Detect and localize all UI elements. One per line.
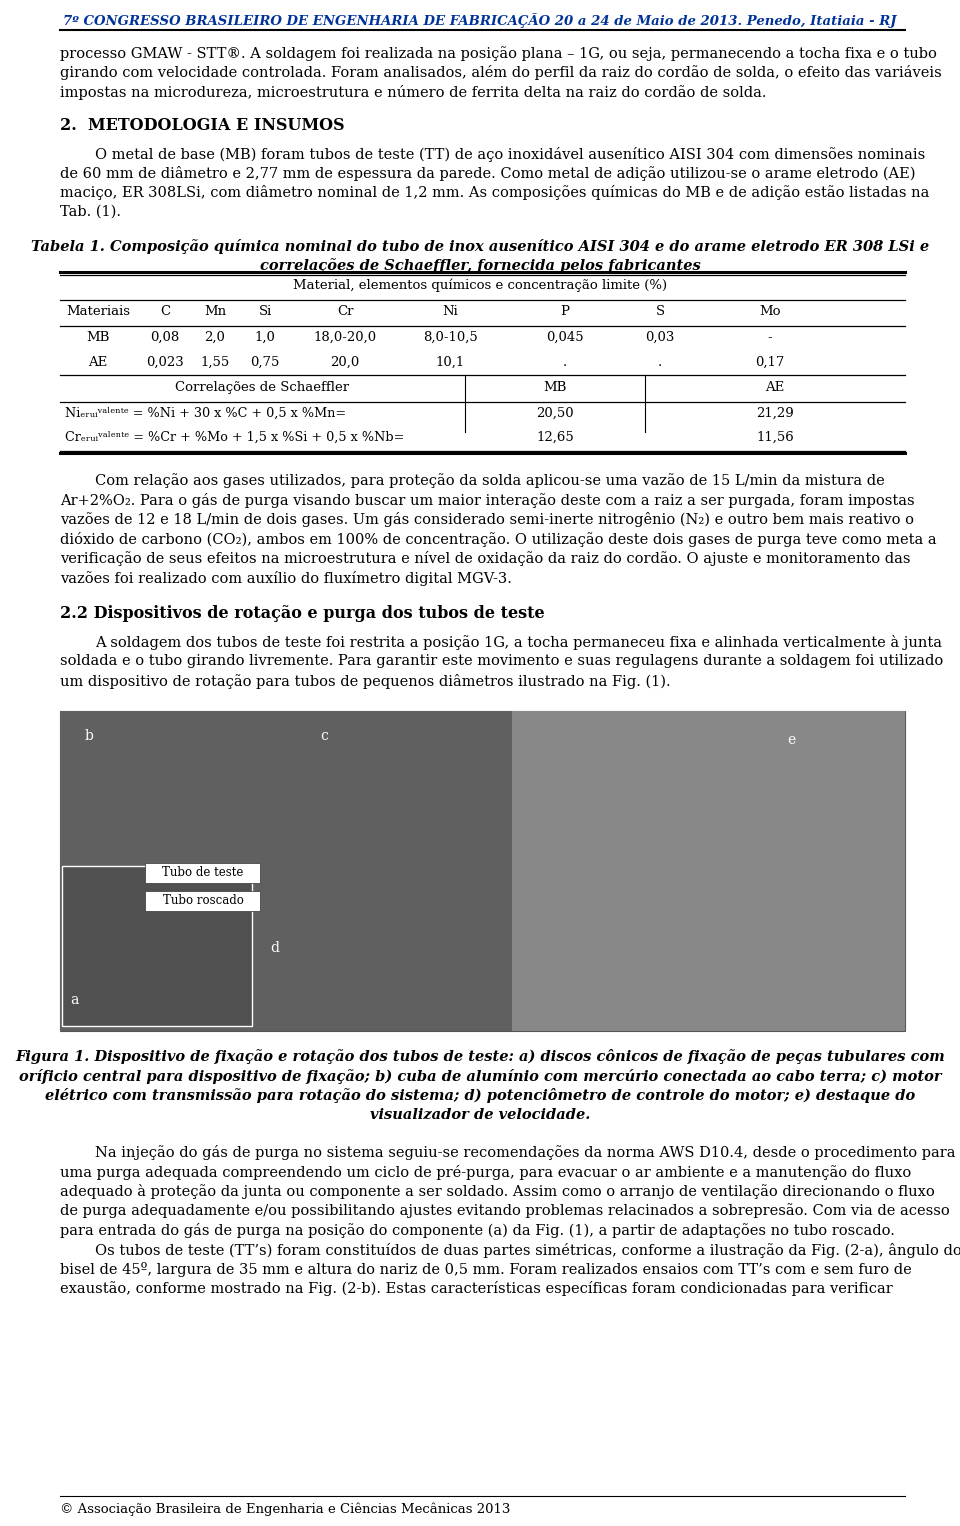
Text: Materiais: Materiais [66, 305, 130, 317]
Text: impostas na microdureza, microestrutura e número de ferrita delta na raiz do cor: impostas na microdureza, microestrutura … [60, 85, 766, 101]
Text: 0,03: 0,03 [645, 331, 675, 343]
Text: 20,0: 20,0 [330, 356, 360, 368]
Text: dióxido de carbono (CO₂), ambos em 100% de concentração. O utilização deste dois: dióxido de carbono (CO₂), ambos em 100% … [60, 533, 937, 546]
Text: Figura 1. Dispositivo de fixação e rotação dos tubos de teste: a) discos cônicos: Figura 1. Dispositivo de fixação e rotaç… [15, 1048, 945, 1064]
Text: um dispositivo de rotação para tubos de pequenos diâmetros ilustrado na Fig. (1): um dispositivo de rotação para tubos de … [60, 673, 671, 688]
Text: 2,0: 2,0 [204, 331, 226, 343]
Text: Ar+2%O₂. Para o gás de purga visando buscar um maior interação deste com a raiz : Ar+2%O₂. Para o gás de purga visando bus… [60, 493, 915, 508]
Text: 0,17: 0,17 [756, 356, 784, 368]
Text: processo GMAW - STT®. A soldagem foi realizada na posição plana – 1G, ou seja, p: processo GMAW - STT®. A soldagem foi rea… [60, 46, 937, 61]
Text: 2.  METODOLOGIA E INSUMOS: 2. METODOLOGIA E INSUMOS [60, 116, 345, 133]
Text: 18,0-20,0: 18,0-20,0 [313, 331, 376, 343]
Text: MB: MB [543, 382, 566, 394]
Bar [62, 865, 252, 1025]
Text: C: C [160, 305, 170, 317]
Text: S: S [656, 305, 664, 317]
Bar [146, 891, 260, 911]
Text: b: b [85, 729, 94, 743]
Text: c: c [320, 729, 328, 743]
Bar [60, 711, 905, 1032]
Text: Os tubos de teste (TT’s) foram constituídos de duas partes simétricas, conforme : Os tubos de teste (TT’s) foram constituí… [95, 1242, 960, 1257]
Text: 11,56: 11,56 [756, 430, 794, 444]
Text: d: d [270, 942, 278, 955]
Bar [512, 711, 905, 1032]
Text: 1,55: 1,55 [201, 356, 229, 368]
Text: correlações de Schaeffler, fornecida pelos fabricantes: correlações de Schaeffler, fornecida pel… [259, 258, 701, 273]
Text: bisel de 45º, largura de 35 mm e altura do nariz de 0,5 mm. Foram realizados ens: bisel de 45º, largura de 35 mm e altura … [60, 1262, 912, 1277]
Text: Tab. (1).: Tab. (1). [60, 204, 121, 220]
Text: 1,0: 1,0 [254, 331, 276, 343]
Text: soldada e o tubo girando livremente. Para garantir este movimento e suas regulag: soldada e o tubo girando livremente. Par… [60, 655, 944, 668]
Text: AE: AE [765, 382, 784, 394]
Text: oríficio central para dispositivo de fixação; b) cuba de alumínio com mercúrio c: oríficio central para dispositivo de fix… [18, 1068, 942, 1083]
Text: Tubo roscado: Tubo roscado [162, 894, 244, 906]
Text: Niₑᵣᵤᵢᵛᵃˡᵉⁿᵗᵉ = %Ni + 30 x %C + 0,5 x %Mn=: Niₑᵣᵤᵢᵛᵃˡᵉⁿᵗᵉ = %Ni + 30 x %C + 0,5 x %M… [65, 406, 347, 420]
Text: Correlações de Schaeffler: Correlações de Schaeffler [176, 382, 349, 394]
Text: .: . [563, 356, 567, 368]
Text: MB: MB [86, 331, 109, 343]
Text: Crₑᵣᵤᵢᵛᵃˡᵉⁿᵗᵉ = %Cr + %Mo + 1,5 x %Si + 0,5 x %Nb=: Crₑᵣᵤᵢᵛᵃˡᵉⁿᵗᵉ = %Cr + %Mo + 1,5 x %Si + … [65, 430, 404, 444]
Text: adequado à proteção da junta ou componente a ser soldado. Assim como o arranjo d: adequado à proteção da junta ou componen… [60, 1184, 935, 1199]
Text: A soldagem dos tubos de teste foi restrita a posição 1G, a tocha permaneceu fixa: A soldagem dos tubos de teste foi restri… [95, 635, 942, 650]
Text: exaustão, conforme mostrado na Fig. (2-b). Estas características específicas for: exaustão, conforme mostrado na Fig. (2-b… [60, 1282, 893, 1297]
Text: AE: AE [88, 356, 108, 368]
Text: elétrico com transmissão para rotação do sistema; d) potenciômetro de controle d: elétrico com transmissão para rotação do… [45, 1088, 915, 1103]
Text: Cr: Cr [337, 305, 353, 317]
Text: uma purga adequada compreendendo um ciclo de pré-purga, para evacuar o ar ambien: uma purga adequada compreendendo um cicl… [60, 1164, 911, 1180]
Text: 0,75: 0,75 [251, 356, 279, 368]
Text: Ni: Ni [443, 305, 458, 317]
Text: 0,045: 0,045 [546, 331, 584, 343]
Text: Material, elementos químicos e concentração limite (%): Material, elementos químicos e concentra… [293, 279, 667, 293]
Text: 2.2 Dispositivos de rotação e purga dos tubos de teste: 2.2 Dispositivos de rotação e purga dos … [60, 604, 544, 621]
Text: P: P [561, 305, 569, 317]
Text: para entrada do gás de purga na posição do componente (a) da Fig. (1), a partir : para entrada do gás de purga na posição … [60, 1222, 895, 1238]
Text: de 60 mm de diâmetro e 2,77 mm de espessura da parede. Como metal de adição util: de 60 mm de diâmetro e 2,77 mm de espess… [60, 166, 916, 182]
Text: 7º CONGRESSO BRASILEIRO DE ENGENHARIA DE FABRICAÇÃO 20 a 24 de Maio de 2013. Pen: 7º CONGRESSO BRASILEIRO DE ENGENHARIA DE… [63, 14, 897, 27]
Text: maciço, ER 308LSi, com diâmetro nominal de 1,2 mm. As composições químicas do MB: maciço, ER 308LSi, com diâmetro nominal … [60, 186, 929, 200]
Text: Na injeção do gás de purga no sistema seguiu-se recomendações da norma AWS D10.4: Na injeção do gás de purga no sistema se… [95, 1144, 955, 1160]
Text: O metal de base (MB) foram tubos de teste (TT) de aço inoxidável ausenítico AISI: O metal de base (MB) foram tubos de test… [95, 146, 925, 162]
Text: 0,08: 0,08 [151, 331, 180, 343]
Text: 21,29: 21,29 [756, 406, 794, 420]
Text: Tubo de teste: Tubo de teste [162, 865, 244, 879]
Text: de purga adequadamente e/ou possibilitando ajustes evitando problemas relacinado: de purga adequadamente e/ou possibilitan… [60, 1204, 949, 1218]
Bar [146, 864, 260, 884]
Text: Com relação aos gases utilizados, para proteção da solda aplicou-se uma vazão de: Com relação aos gases utilizados, para p… [95, 473, 885, 488]
Text: verificação de seus efeitos na microestrutura e nível de oxidação da raiz do cor: verificação de seus efeitos na microestr… [60, 551, 910, 566]
Text: 8,0-10,5: 8,0-10,5 [422, 331, 477, 343]
Text: -: - [768, 331, 772, 343]
Text: Tabela 1. Composição química nominal do tubo de inox ausenítico AISI 304 e do ar: Tabela 1. Composição química nominal do … [31, 238, 929, 253]
Text: © Associação Brasileira de Engenharia e Ciências Mecânicas 2013: © Associação Brasileira de Engenharia e … [60, 1502, 511, 1515]
Bar [60, 711, 512, 1032]
Text: 0,023: 0,023 [146, 356, 184, 368]
Text: a: a [70, 993, 79, 1007]
Text: Mo: Mo [759, 305, 780, 317]
Text: 12,65: 12,65 [536, 430, 574, 444]
Text: e: e [787, 732, 796, 748]
Text: vazões de 12 e 18 L/min de dois gases. Um gás considerado semi-inerte nitrogênio: vazões de 12 e 18 L/min de dois gases. U… [60, 513, 914, 528]
Text: visualizador de velocidade.: visualizador de velocidade. [370, 1108, 590, 1122]
Text: 10,1: 10,1 [436, 356, 465, 368]
Text: girando com velocidade controlada. Foram analisados, além do perfil da raiz do c: girando com velocidade controlada. Foram… [60, 66, 942, 81]
Text: Mn: Mn [204, 305, 226, 317]
Text: vazões foi realizado com auxílio do fluxímetro digital MGV-3.: vazões foi realizado com auxílio do flux… [60, 571, 512, 586]
Text: Si: Si [258, 305, 272, 317]
Text: .: . [658, 356, 662, 368]
Text: 20,50: 20,50 [537, 406, 574, 420]
